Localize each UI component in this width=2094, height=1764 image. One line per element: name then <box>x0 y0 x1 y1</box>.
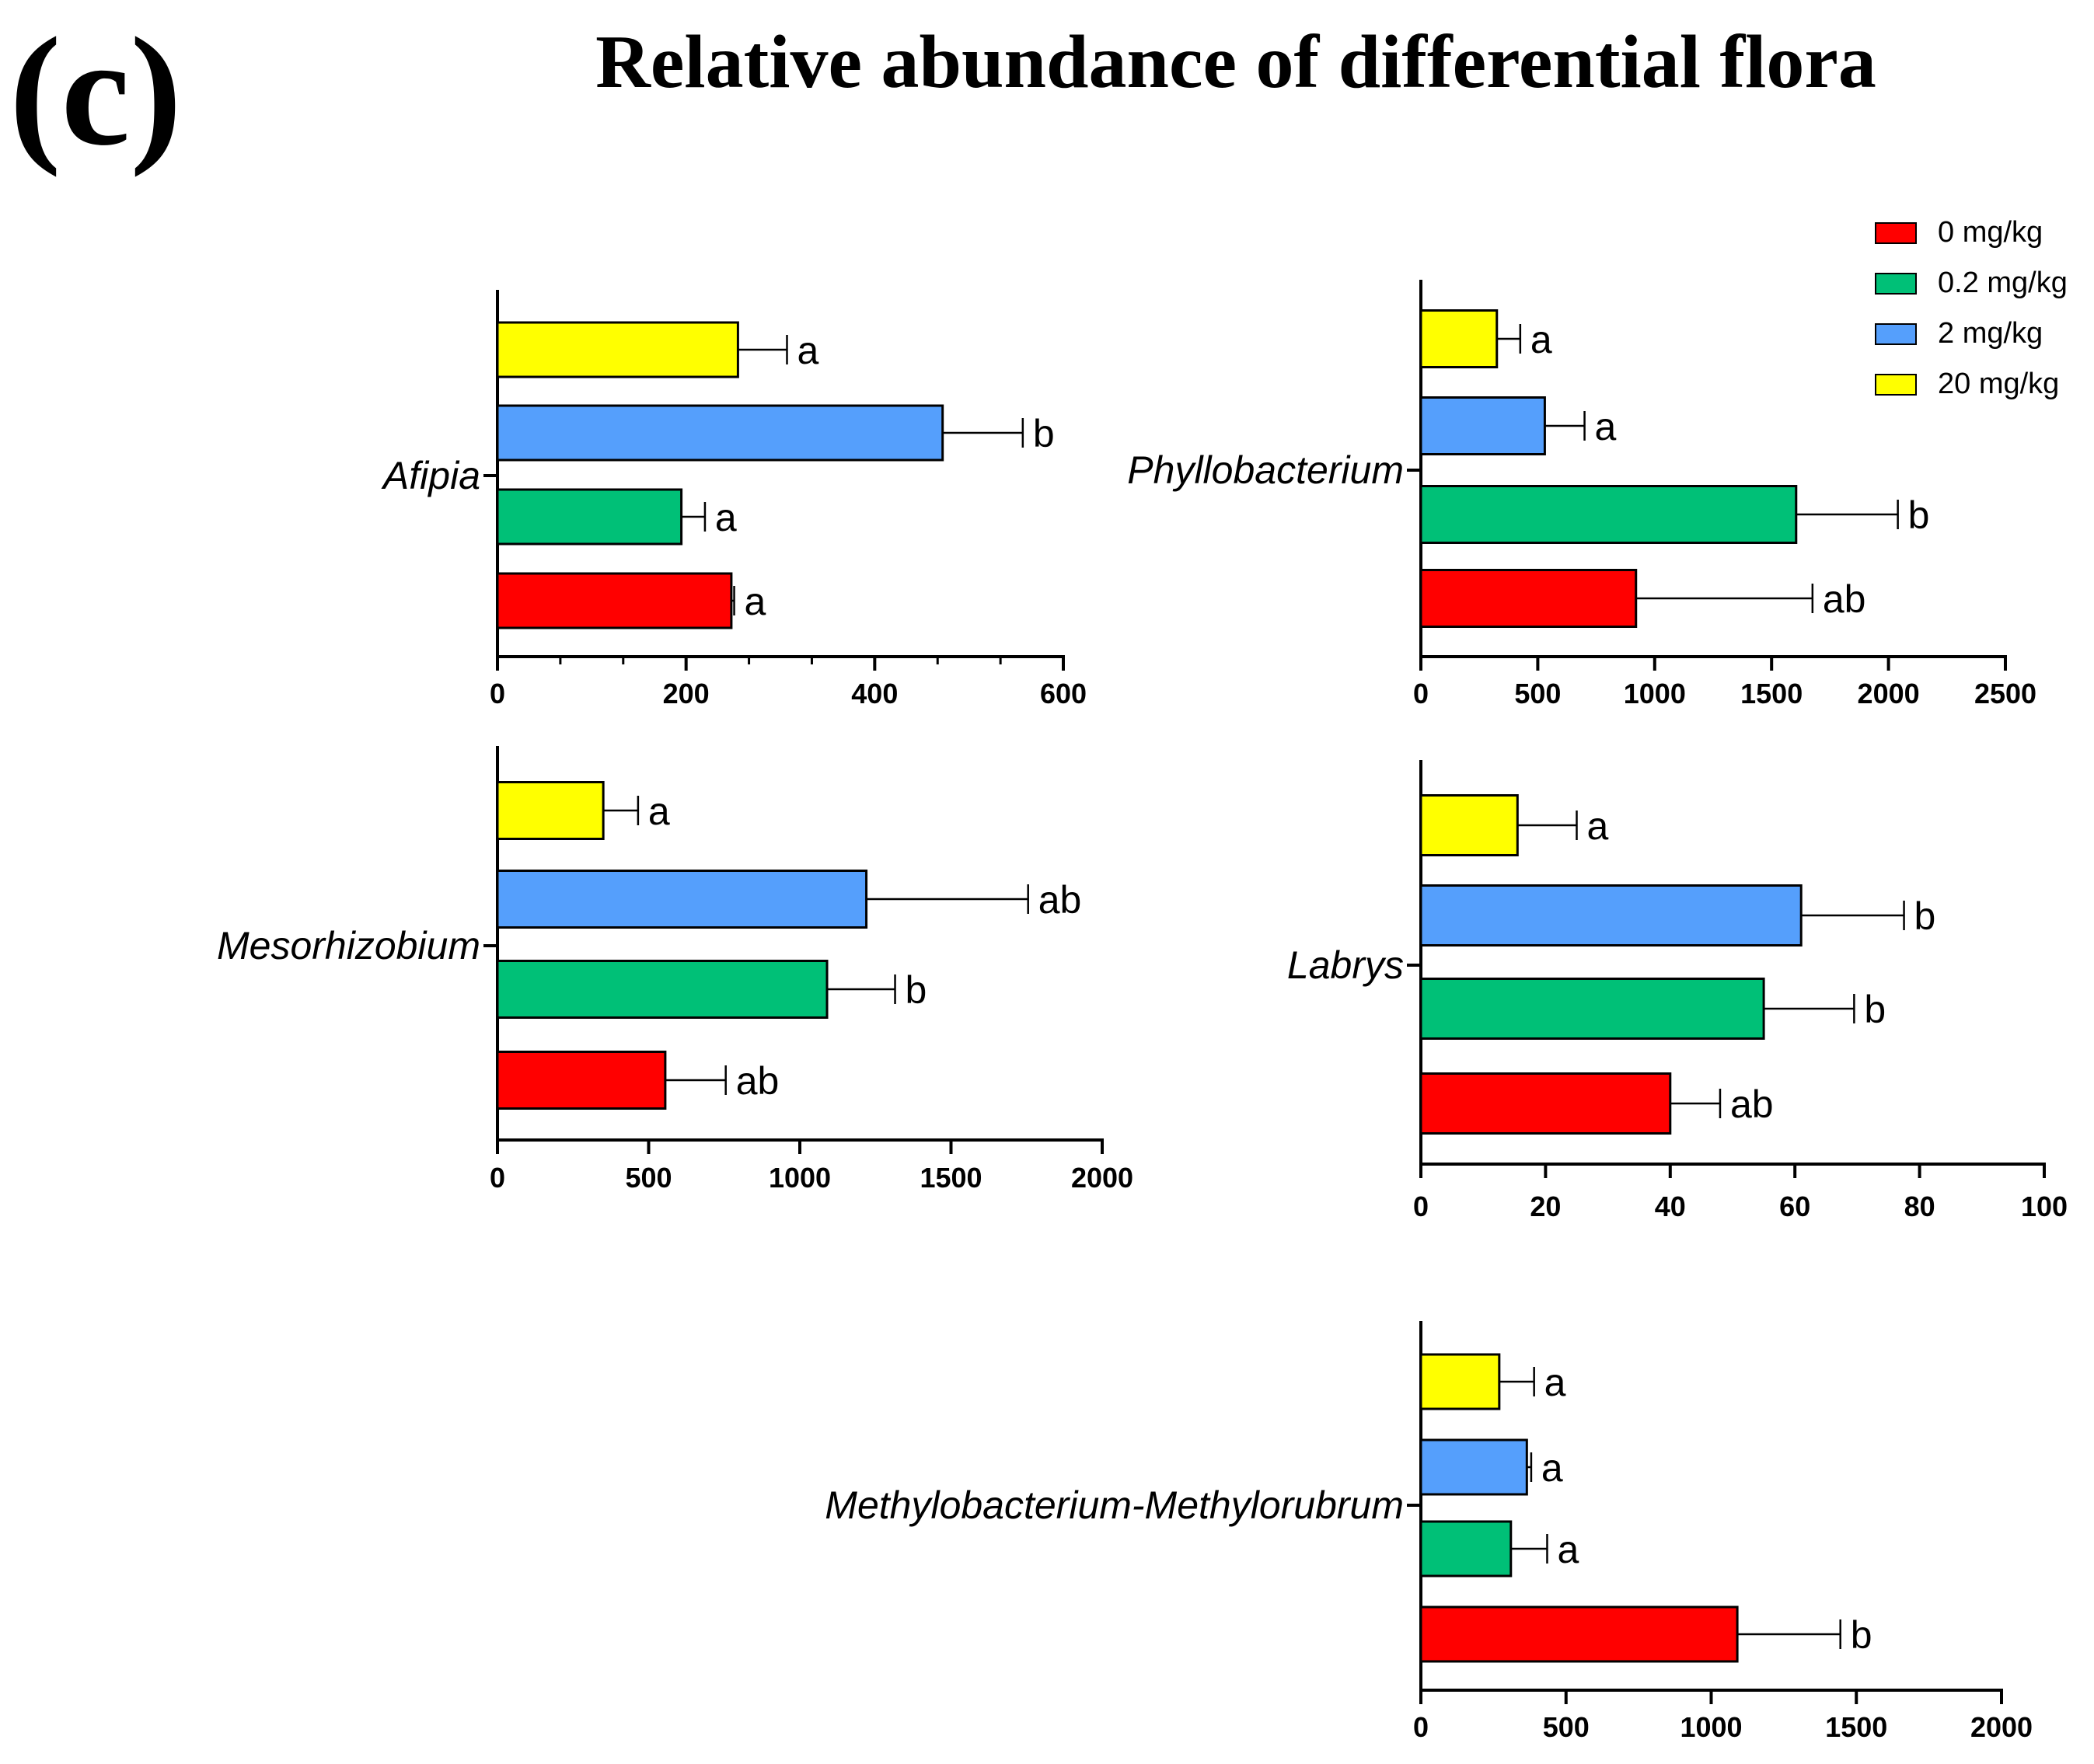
significance-label: b <box>1033 412 1055 455</box>
significance-label: a <box>1541 1446 1563 1490</box>
bar-0-mg-kg <box>496 572 733 629</box>
x-tick-label: 100 <box>2021 1191 2068 1222</box>
x-tick-label: 2500 <box>1974 678 2036 709</box>
significance-label: a <box>1587 804 1609 848</box>
bar-2-mg-kg <box>1419 1438 1528 1496</box>
significance-label: b <box>1914 894 1936 938</box>
x-tick-label: 2000 <box>1970 1711 2033 1743</box>
x-tick-label: 2000 <box>1858 678 1920 709</box>
significance-label: ab <box>1823 577 1866 621</box>
x-tick-label: 80 <box>1904 1191 1935 1222</box>
significance-label: a <box>745 580 766 623</box>
significance-label: ab <box>1038 878 1082 922</box>
category-label: Labrys <box>1287 943 1404 987</box>
significance-label: b <box>1908 493 1930 537</box>
bar-0-2-mg-kg <box>1419 978 1765 1040</box>
chart-mesorhizobium: Mesorhizobium 0 500 1000 1500 2000 a ab b ab <box>217 746 1133 1194</box>
bar-20-mg-kg <box>1419 794 1519 856</box>
x-tick-label: 400 <box>851 678 898 709</box>
significance-label: b <box>906 968 927 1012</box>
x-tick-label: 500 <box>625 1162 672 1194</box>
x-tick-label: 500 <box>1514 678 1561 709</box>
legend-swatch-2-mg-kg <box>1875 323 1917 345</box>
bar-0-mg-kg <box>1419 1072 1672 1135</box>
x-tick-label: 500 <box>1543 1711 1590 1743</box>
x-tick-label: 0 <box>1413 678 1429 709</box>
significance-label: ab <box>1730 1082 1774 1126</box>
x-tick-label: 0 <box>490 1162 505 1194</box>
significance-label: a <box>1530 318 1552 361</box>
significance-label: b <box>1851 1613 1872 1657</box>
category-label: Methylobacterium-Methylorubrum <box>825 1483 1404 1527</box>
x-tick-label: 1000 <box>1680 1711 1742 1743</box>
bar-20-mg-kg <box>496 781 605 840</box>
x-tick-label: 1000 <box>1624 678 1686 709</box>
bar-2-mg-kg <box>1419 396 1546 455</box>
main-title: Relative abundance of differential flora <box>595 20 1876 104</box>
chart-methylobacterium-methylorubrum: Methylobacterium-Methylorubrum 0 500 1000 15… <box>825 1321 2033 1743</box>
x-tick-label: 600 <box>1040 678 1087 709</box>
legend-label-0-2-mg-kg: 0.2 mg/kg <box>1938 267 2068 299</box>
bar-20-mg-kg <box>496 321 739 378</box>
legend-label-20-mg-kg: 20 mg/kg <box>1938 368 2059 400</box>
significance-label: a <box>648 790 670 833</box>
category-label: Afipia <box>381 454 480 497</box>
x-tick-label: 1000 <box>769 1162 831 1194</box>
x-tick-label: 0 <box>1413 1191 1429 1222</box>
legend-label-0-mg-kg: 0 mg/kg <box>1938 216 2043 249</box>
bar-2-mg-kg <box>1419 884 1803 946</box>
bar-0-2-mg-kg <box>496 488 683 546</box>
significance-label: a <box>715 496 737 539</box>
significance-label: a <box>797 329 818 372</box>
category-label: Phyllobacterium <box>1127 448 1404 492</box>
legend: 0 mg/kg 0.2 mg/kg 2 mg/kg 20 mg/kg <box>1875 216 2068 400</box>
x-tick-label: 60 <box>1779 1191 1810 1222</box>
bar-0-2-mg-kg <box>496 960 829 1019</box>
bar-0-2-mg-kg <box>1419 485 1798 544</box>
bar-0-mg-kg <box>1419 1605 1739 1663</box>
bar-0-mg-kg <box>1419 569 1638 628</box>
x-tick-label: 40 <box>1655 1191 1686 1222</box>
bar-2-mg-kg <box>496 404 944 462</box>
bar-2-mg-kg <box>496 870 868 929</box>
significance-label: a <box>1557 1528 1579 1571</box>
x-tick-label: 200 <box>663 678 710 709</box>
legend-swatch-0-2-mg-kg <box>1875 273 1917 295</box>
x-tick-label: 1500 <box>1825 1711 1887 1743</box>
bar-0-2-mg-kg <box>1419 1520 1513 1577</box>
significance-label: b <box>1864 988 1886 1031</box>
x-tick-label: 0 <box>490 678 505 709</box>
significance-label: a <box>1595 405 1617 448</box>
x-tick-label: 0 <box>1413 1711 1429 1743</box>
x-tick-label: 20 <box>1530 1191 1561 1222</box>
significance-label: ab <box>736 1059 780 1103</box>
legend-swatch-0-mg-kg <box>1875 222 1917 244</box>
x-tick-label: 2000 <box>1071 1162 1133 1194</box>
bar-20-mg-kg <box>1419 309 1499 368</box>
bar-0-mg-kg <box>496 1051 667 1110</box>
category-label: Mesorhizobium <box>217 924 480 967</box>
legend-label-2-mg-kg: 2 mg/kg <box>1938 317 2043 350</box>
x-tick-label: 1500 <box>920 1162 982 1194</box>
x-tick-label: 1500 <box>1740 678 1803 709</box>
panel-label: (c) <box>9 6 182 178</box>
significance-label: a <box>1544 1361 1566 1404</box>
bar-20-mg-kg <box>1419 1353 1501 1410</box>
legend-swatch-20-mg-kg <box>1875 374 1917 396</box>
